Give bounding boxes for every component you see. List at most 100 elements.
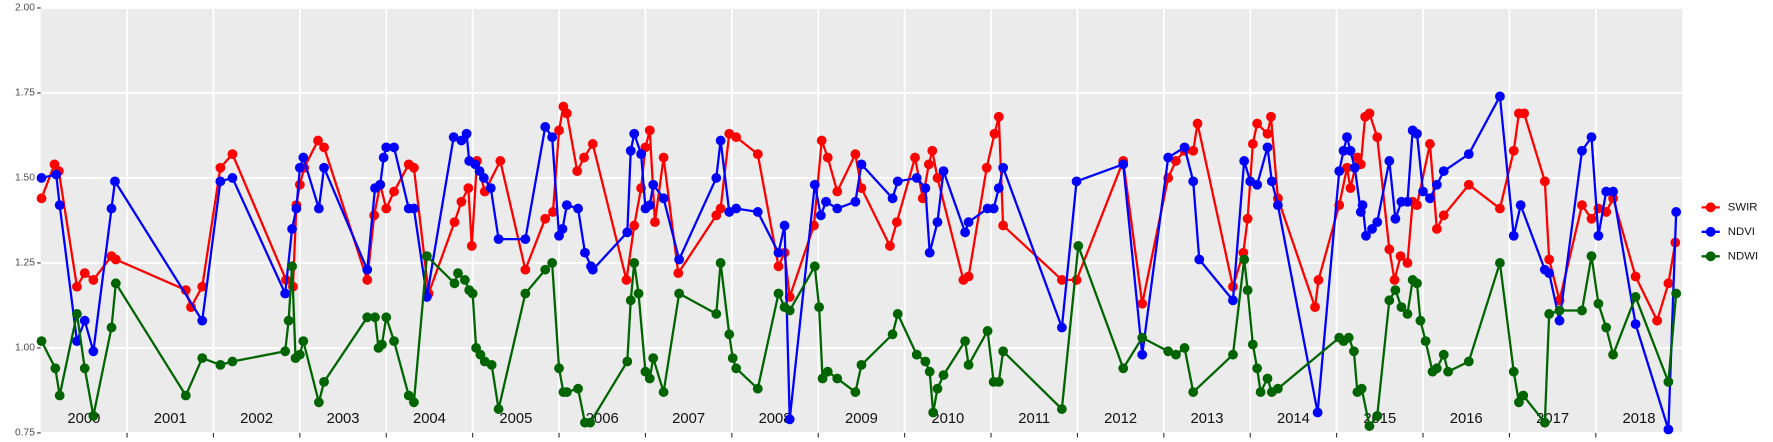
- data-point: [36, 173, 47, 183]
- data-point: [1671, 288, 1682, 299]
- data-point: [856, 360, 867, 370]
- data-point: [1357, 200, 1368, 211]
- data-point: [1056, 275, 1067, 285]
- data-point: [453, 268, 463, 279]
- data-point: [1539, 176, 1550, 187]
- data-point: [1630, 292, 1641, 302]
- data-point: [622, 227, 633, 238]
- data-point: [673, 268, 684, 279]
- data-point: [548, 207, 558, 217]
- data-point: [1179, 343, 1190, 353]
- data-point: [1252, 363, 1263, 374]
- data-point: [1402, 196, 1413, 207]
- data-point: [1384, 244, 1395, 255]
- data-point: [1384, 156, 1395, 166]
- x-tick-label: 2016: [1450, 411, 1483, 427]
- data-point: [621, 275, 632, 285]
- data-point: [1171, 156, 1181, 166]
- data-point: [674, 254, 685, 265]
- data-point: [403, 390, 414, 401]
- data-point: [456, 196, 467, 207]
- data-point: [644, 200, 655, 211]
- data-point: [409, 203, 419, 214]
- data-point: [1252, 179, 1263, 190]
- data-point: [1364, 421, 1375, 431]
- data-point: [478, 173, 489, 183]
- data-point: [1630, 319, 1641, 330]
- data-point: [79, 315, 90, 326]
- y-tick-label: 1.00: [15, 343, 35, 354]
- data-point: [1395, 251, 1406, 262]
- data-point: [449, 278, 460, 289]
- data-point: [648, 179, 659, 190]
- data-point: [1412, 128, 1422, 139]
- x-tick-label: 2008: [759, 411, 792, 427]
- data-point: [731, 203, 742, 214]
- y-tick-label: 0.75: [15, 428, 35, 439]
- data-point: [1247, 139, 1258, 149]
- data-point: [1163, 346, 1174, 357]
- data-point: [319, 376, 329, 387]
- data-point: [1402, 309, 1413, 319]
- data-point: [381, 203, 392, 214]
- data-point: [557, 224, 568, 234]
- data-point: [448, 132, 459, 143]
- data-point: [1671, 207, 1682, 217]
- data-point: [920, 356, 931, 367]
- data-point: [291, 203, 302, 214]
- data-point: [850, 196, 861, 207]
- data-point: [287, 224, 297, 234]
- data-point: [1593, 298, 1604, 309]
- data-point: [988, 203, 999, 214]
- data-point: [72, 281, 82, 292]
- data-point: [1364, 108, 1375, 119]
- data-point: [1554, 315, 1565, 326]
- data-point: [579, 152, 590, 163]
- data-point: [1262, 142, 1273, 153]
- series: [36, 241, 1682, 431]
- data-point: [1586, 132, 1597, 143]
- x-tick-label: 2004: [413, 411, 446, 427]
- data-point: [585, 417, 596, 428]
- data-point: [887, 193, 898, 204]
- data-point: [1390, 213, 1401, 224]
- data-point: [1056, 322, 1067, 333]
- data-point: [1608, 186, 1618, 197]
- data-point: [932, 217, 943, 228]
- data-point: [644, 125, 655, 136]
- data-point: [1272, 200, 1283, 211]
- data-point: [547, 258, 558, 268]
- data-point: [540, 213, 551, 224]
- x-tick-label: 2012: [1104, 411, 1137, 427]
- data-point: [36, 336, 47, 347]
- data-point: [993, 376, 1004, 387]
- data-point: [110, 278, 121, 289]
- data-point: [1343, 332, 1354, 343]
- data-point: [1431, 224, 1442, 234]
- data-point: [927, 145, 938, 156]
- data-point: [911, 173, 922, 183]
- data-point: [1242, 213, 1253, 224]
- data-point: [466, 241, 477, 251]
- data-point: [51, 169, 62, 180]
- data-point: [389, 336, 399, 347]
- data-point: [227, 356, 238, 367]
- data-point: [1630, 271, 1641, 282]
- data-point: [110, 176, 120, 187]
- data-point: [938, 166, 949, 177]
- data-point: [461, 128, 472, 139]
- data-point: [1345, 183, 1356, 194]
- data-point: [674, 288, 685, 299]
- data-point: [648, 353, 659, 364]
- data-point: [197, 315, 208, 326]
- data-point: [1463, 179, 1474, 190]
- data-point: [215, 176, 226, 187]
- data-point: [493, 234, 504, 245]
- x-tick-label: 2009: [845, 411, 878, 427]
- data-point: [36, 193, 47, 204]
- data-point: [960, 336, 971, 347]
- data-point: [1118, 363, 1129, 374]
- data-point: [561, 108, 572, 119]
- data-point: [1601, 322, 1612, 333]
- data-point: [547, 132, 558, 143]
